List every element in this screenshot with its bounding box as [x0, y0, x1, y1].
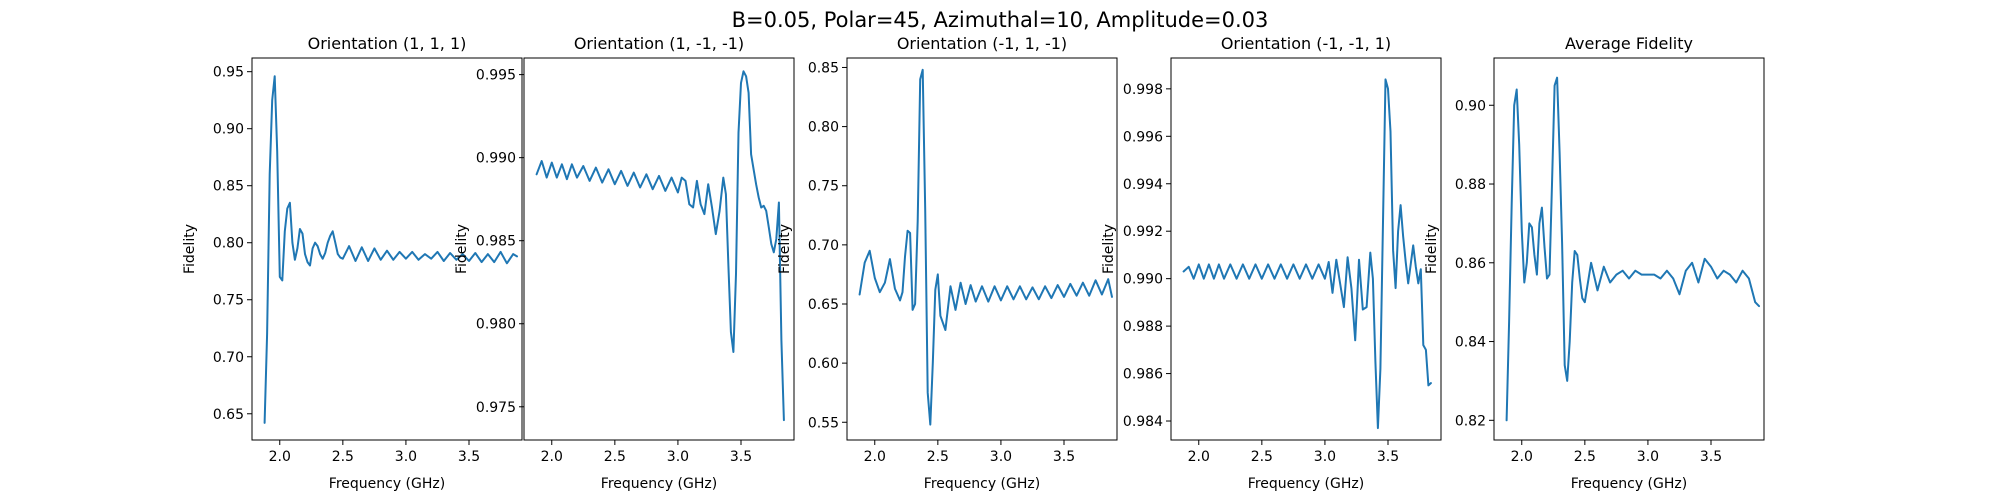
x-axis-label: Frequency (GHz): [924, 476, 1040, 492]
subplot-5: Average Fidelity 2.0 2.5 3.0 3.5 0.82 0.84 0.86…: [1424, 34, 1765, 492]
y-tick-label: 0.986: [1123, 367, 1163, 383]
x-tick-label: 2.5: [332, 449, 354, 465]
y-tick-label: 0.85: [808, 60, 839, 76]
y-tick-label: 0.80: [213, 236, 244, 252]
x-tick-label: 3.5: [1700, 449, 1722, 465]
fidelity-series-line: [1182, 78, 1432, 430]
subplot-grid: Orientation (1, 1, 1) 2.0 2.5 3.0 3.5 0.65 0.7…: [182, 34, 1765, 492]
fidelity-series-line: [263, 75, 518, 424]
y-tick-label: 0.985: [476, 234, 516, 250]
y-tick-label: 0.992: [1123, 224, 1163, 240]
subplot-title: Orientation (1, -1, -1): [574, 34, 744, 53]
x-tick-label: 3.5: [458, 449, 480, 465]
subplot-3: Orientation (-1, 1, -1) 2.0 2.5 3.0 3.5 0.55 0…: [777, 34, 1118, 492]
axes-frame: [1170, 57, 1442, 441]
subplot-title: Orientation (-1, 1, -1): [897, 34, 1067, 53]
subplot-title: Orientation (1, 1, 1): [308, 34, 467, 53]
x-tick-label: 3.0: [395, 449, 417, 465]
x-tick-label: 2.0: [864, 449, 886, 465]
y-tick-label: 0.60: [808, 356, 839, 372]
x-tick-label: 3.0: [667, 449, 689, 465]
subplot-4: Orientation (-1, -1, 1) 2.0 2.5 3.0 3.5 0.984…: [1101, 34, 1442, 492]
y-tick-label: 0.85: [213, 179, 244, 195]
x-axis-label: Frequency (GHz): [1571, 476, 1687, 492]
y-tick-label: 0.994: [1123, 177, 1163, 193]
x-axis-label: Frequency (GHz): [1248, 476, 1364, 492]
y-tick-label: 0.75: [213, 293, 244, 309]
y-tick-label: 0.990: [476, 151, 516, 167]
x-tick-label: 2.0: [541, 449, 563, 465]
y-tick-label: 0.80: [808, 120, 839, 136]
x-tick-label: 3.0: [990, 449, 1012, 465]
y-tick-label: 0.82: [1455, 413, 1486, 429]
y-tick-label: 0.86: [1455, 256, 1486, 272]
y-tick-label: 0.65: [808, 297, 839, 313]
y-tick-label: 0.75: [808, 179, 839, 195]
y-tick-label: 0.995: [476, 68, 516, 84]
x-tick-label: 2.0: [1188, 449, 1210, 465]
y-tick-label: 0.84: [1455, 335, 1486, 351]
y-tick-label: 0.55: [808, 415, 839, 431]
x-axis-label: Frequency (GHz): [329, 476, 445, 492]
y-axis-label: Fidelity: [1424, 224, 1440, 274]
y-axis-label: Fidelity: [182, 224, 198, 274]
fidelity-series-line: [535, 70, 785, 422]
x-tick-label: 2.0: [1511, 449, 1533, 465]
x-tick-label: 2.5: [1251, 449, 1273, 465]
x-tick-label: 3.0: [1637, 449, 1659, 465]
figure-title: B=0.05, Polar=45, Azimuthal=10, Amplitud…: [732, 8, 1269, 32]
y-tick-label: 0.996: [1123, 129, 1163, 145]
x-tick-label: 3.5: [1377, 449, 1399, 465]
x-tick-label: 2.5: [927, 449, 949, 465]
x-tick-label: 2.5: [1574, 449, 1596, 465]
y-tick-label: 0.95: [213, 65, 244, 81]
subplot-title: Orientation (-1, -1, 1): [1221, 34, 1391, 53]
axes-frame: [1493, 57, 1765, 441]
x-axis-label: Frequency (GHz): [601, 476, 717, 492]
y-axis-label: Fidelity: [454, 224, 470, 274]
fidelity-series-line: [1505, 76, 1760, 422]
x-tick-label: 2.0: [269, 449, 291, 465]
x-tick-label: 2.5: [604, 449, 626, 465]
y-tick-label: 0.975: [476, 400, 516, 416]
fidelity-series-line: [858, 68, 1113, 426]
y-tick-label: 0.90: [1455, 98, 1486, 114]
y-tick-label: 0.984: [1123, 414, 1163, 430]
axes-frame: [846, 57, 1118, 441]
x-tick-label: 3.5: [1053, 449, 1075, 465]
y-axis-label: Fidelity: [777, 224, 793, 274]
y-tick-label: 0.70: [213, 350, 244, 366]
y-tick-label: 0.70: [808, 238, 839, 254]
y-tick-label: 0.88: [1455, 177, 1486, 193]
y-tick-label: 0.90: [213, 122, 244, 138]
y-tick-label: 0.998: [1123, 82, 1163, 98]
subplot-1: Orientation (1, 1, 1) 2.0 2.5 3.0 3.5 0.65 0.7…: [182, 34, 523, 492]
y-axis-label: Fidelity: [1101, 224, 1117, 274]
axes-frame: [251, 57, 523, 441]
y-tick-label: 0.980: [476, 317, 516, 333]
subplot-2: Orientation (1, -1, -1) 2.0 2.5 3.0 3.5 0.975…: [454, 34, 795, 492]
x-tick-label: 3.5: [730, 449, 752, 465]
axes-frame: [523, 57, 795, 441]
subplot-title: Average Fidelity: [1565, 34, 1693, 53]
y-tick-label: 0.65: [213, 407, 244, 423]
y-tick-label: 0.988: [1123, 319, 1163, 335]
x-tick-label: 3.0: [1314, 449, 1336, 465]
y-tick-label: 0.990: [1123, 272, 1163, 288]
